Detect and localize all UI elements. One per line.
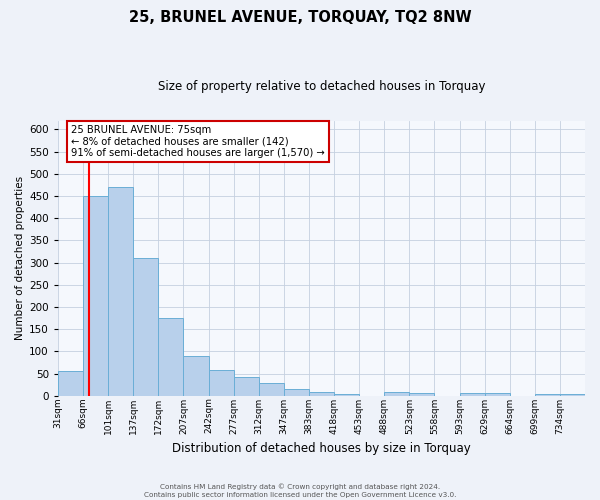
X-axis label: Distribution of detached houses by size in Torquay: Distribution of detached houses by size … (172, 442, 471, 455)
Bar (259, 382, 284, 396)
Bar (309, 392, 334, 396)
Bar (209, 370, 233, 396)
Title: Size of property relative to detached houses in Torquay: Size of property relative to detached ho… (158, 80, 485, 93)
Text: Contains HM Land Registry data © Crown copyright and database right 2024.
Contai: Contains HM Land Registry data © Crown c… (144, 484, 456, 498)
Bar (58, 372, 83, 396)
Bar (158, 318, 184, 396)
Bar (133, 258, 158, 396)
Bar (184, 356, 209, 396)
Y-axis label: Number of detached properties: Number of detached properties (15, 176, 25, 340)
Bar (560, 394, 585, 396)
Text: 25, BRUNEL AVENUE, TORQUAY, TQ2 8NW: 25, BRUNEL AVENUE, TORQUAY, TQ2 8NW (128, 10, 472, 25)
Bar (334, 394, 359, 396)
Bar (83, 196, 108, 396)
Bar (409, 393, 434, 396)
Bar (460, 393, 485, 396)
Text: 25 BRUNEL AVENUE: 75sqm
← 8% of detached houses are smaller (142)
91% of semi-de: 25 BRUNEL AVENUE: 75sqm ← 8% of detached… (71, 124, 325, 158)
Bar (233, 378, 259, 396)
Bar (485, 393, 510, 396)
Bar (384, 392, 409, 396)
Bar (108, 187, 133, 396)
Bar (284, 389, 309, 396)
Bar (535, 394, 560, 396)
